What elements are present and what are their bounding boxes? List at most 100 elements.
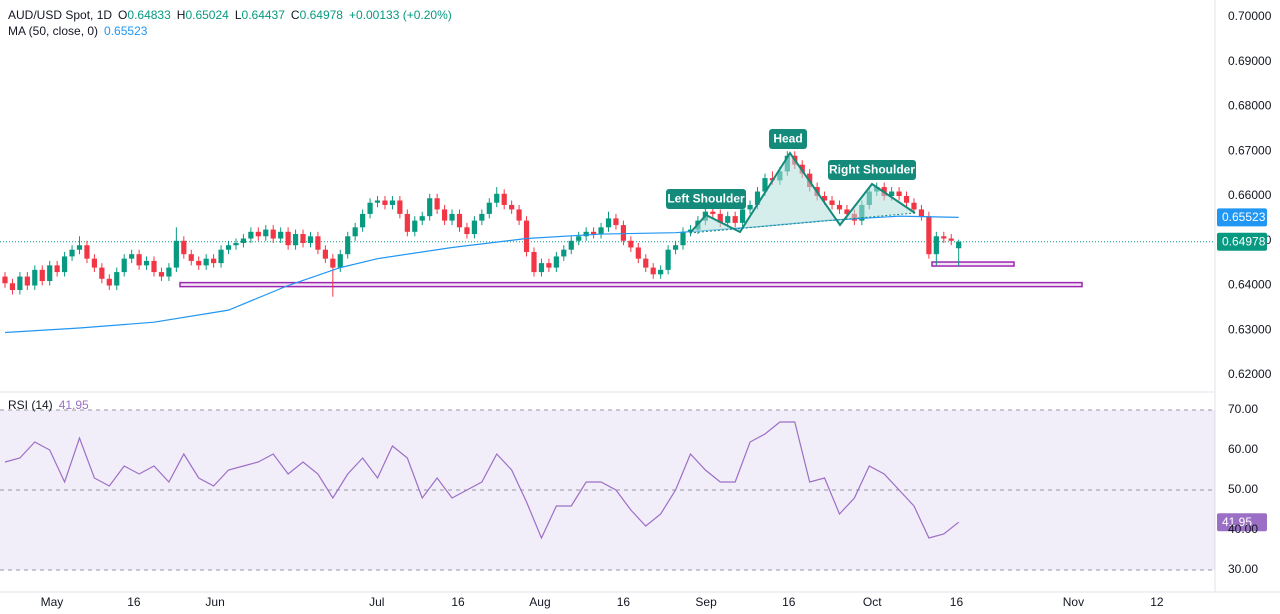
ohlc-key: O <box>118 8 127 22</box>
ma-price-label-box <box>1217 208 1267 227</box>
y-tick-label: 0.68000 <box>1228 99 1272 113</box>
rsi-value: 41.95 <box>59 398 89 412</box>
candle-body <box>494 193 500 203</box>
candle-body <box>114 272 120 286</box>
last-price-label: 0.64978 <box>1222 234 1266 248</box>
x-tick-label: 16 <box>782 595 796 609</box>
candle-body <box>307 236 314 243</box>
ohlc-value: 0.64437 <box>242 8 286 22</box>
candle-body <box>61 256 68 273</box>
candle-body <box>181 240 187 255</box>
candle-body <box>419 216 425 221</box>
change: +0.00133 (+0.20%) <box>349 8 452 22</box>
candle-body <box>710 211 716 214</box>
ohlc-value: 0.65024 <box>185 8 229 22</box>
x-tick-label: Jul <box>369 595 384 609</box>
candle-body <box>24 276 30 286</box>
y-tick-label: 0.64000 <box>1228 278 1272 292</box>
candle-body <box>672 245 679 250</box>
candle-body <box>665 249 671 270</box>
candle-body <box>240 238 247 243</box>
candle-body <box>248 231 254 239</box>
candle-body <box>576 236 582 241</box>
candle-body <box>76 245 83 250</box>
y-tick-label: 0.70000 <box>1228 9 1272 23</box>
ma-name: MA (50, close, 0) <box>8 24 98 38</box>
x-tick-label: 12 <box>1150 595 1164 609</box>
ohlc-key: H <box>177 8 186 22</box>
candle-body <box>829 200 835 205</box>
candle-body <box>896 191 902 197</box>
candle-body <box>441 209 448 221</box>
candle-body <box>91 258 98 268</box>
candle-body <box>523 220 530 252</box>
candle-body <box>941 236 947 239</box>
candle-body <box>456 213 463 228</box>
candle-body <box>583 231 589 237</box>
candle-body <box>717 213 723 223</box>
x-tick-label: Sep <box>695 595 717 609</box>
candle-body <box>836 204 843 210</box>
chart-header: AUD/USD Spot, 1D O0.64833 H0.65024 L0.64437… <box>8 8 452 22</box>
candle-body <box>32 269 38 286</box>
candle-body <box>546 263 552 268</box>
candle-body <box>926 216 932 255</box>
candle-body <box>203 258 209 266</box>
candle-body <box>47 265 53 282</box>
candle-body <box>337 254 343 268</box>
ohlc-value: 0.64833 <box>127 8 171 22</box>
y-tick-label: 0.66000 <box>1228 188 1272 202</box>
candle-body <box>740 209 746 223</box>
rsi-last-label: 41.95 <box>1222 515 1252 529</box>
candle-body <box>620 225 627 241</box>
candle-body <box>188 254 194 261</box>
candle-body <box>9 283 16 290</box>
y-tick-label: 60.00 <box>1228 442 1258 456</box>
pattern-fill <box>690 153 915 233</box>
rsi-legend: RSI (14) 41.95 <box>8 398 89 412</box>
ohlc-key: C <box>291 8 300 22</box>
candle-body <box>367 202 373 214</box>
candle-body <box>278 231 284 239</box>
candle-body <box>374 200 381 203</box>
candle-body <box>754 191 761 205</box>
candle-body <box>434 198 440 210</box>
candle-body <box>352 227 358 237</box>
y-tick-label: 0.69000 <box>1228 54 1272 68</box>
candle-body <box>628 240 634 248</box>
candle-body <box>471 220 477 235</box>
candle-body <box>956 241 962 249</box>
candle-body <box>568 240 574 250</box>
ohlc-key: L <box>235 8 242 22</box>
support-level <box>931 261 1015 267</box>
candle-body <box>136 254 142 266</box>
candle-body <box>464 227 470 235</box>
head-shoulders-pattern <box>689 151 916 234</box>
candle-body <box>933 236 939 255</box>
candle-body <box>211 258 217 264</box>
candle-body <box>613 218 619 226</box>
candle-body <box>635 247 641 259</box>
candle-body <box>509 204 515 210</box>
candle-body <box>501 193 507 205</box>
x-tick-label: Aug <box>529 595 550 609</box>
candle-body <box>106 278 112 286</box>
candle-body <box>2 276 8 284</box>
y-tick-label: 0.67000 <box>1228 143 1272 157</box>
symbol: AUD/USD Spot, 1D <box>8 8 112 22</box>
candle-body <box>650 267 656 275</box>
candle-body <box>762 178 768 192</box>
candle-body <box>687 229 694 232</box>
candle-body <box>54 265 60 273</box>
candle-body <box>591 231 597 235</box>
ma-value: 0.65523 <box>104 24 148 38</box>
rsi-name: RSI (14) <box>8 398 53 412</box>
candle-body <box>173 240 179 268</box>
candle-body <box>844 209 850 214</box>
candle-body <box>166 267 172 277</box>
candle-body <box>196 260 202 266</box>
candle-body <box>397 200 403 214</box>
